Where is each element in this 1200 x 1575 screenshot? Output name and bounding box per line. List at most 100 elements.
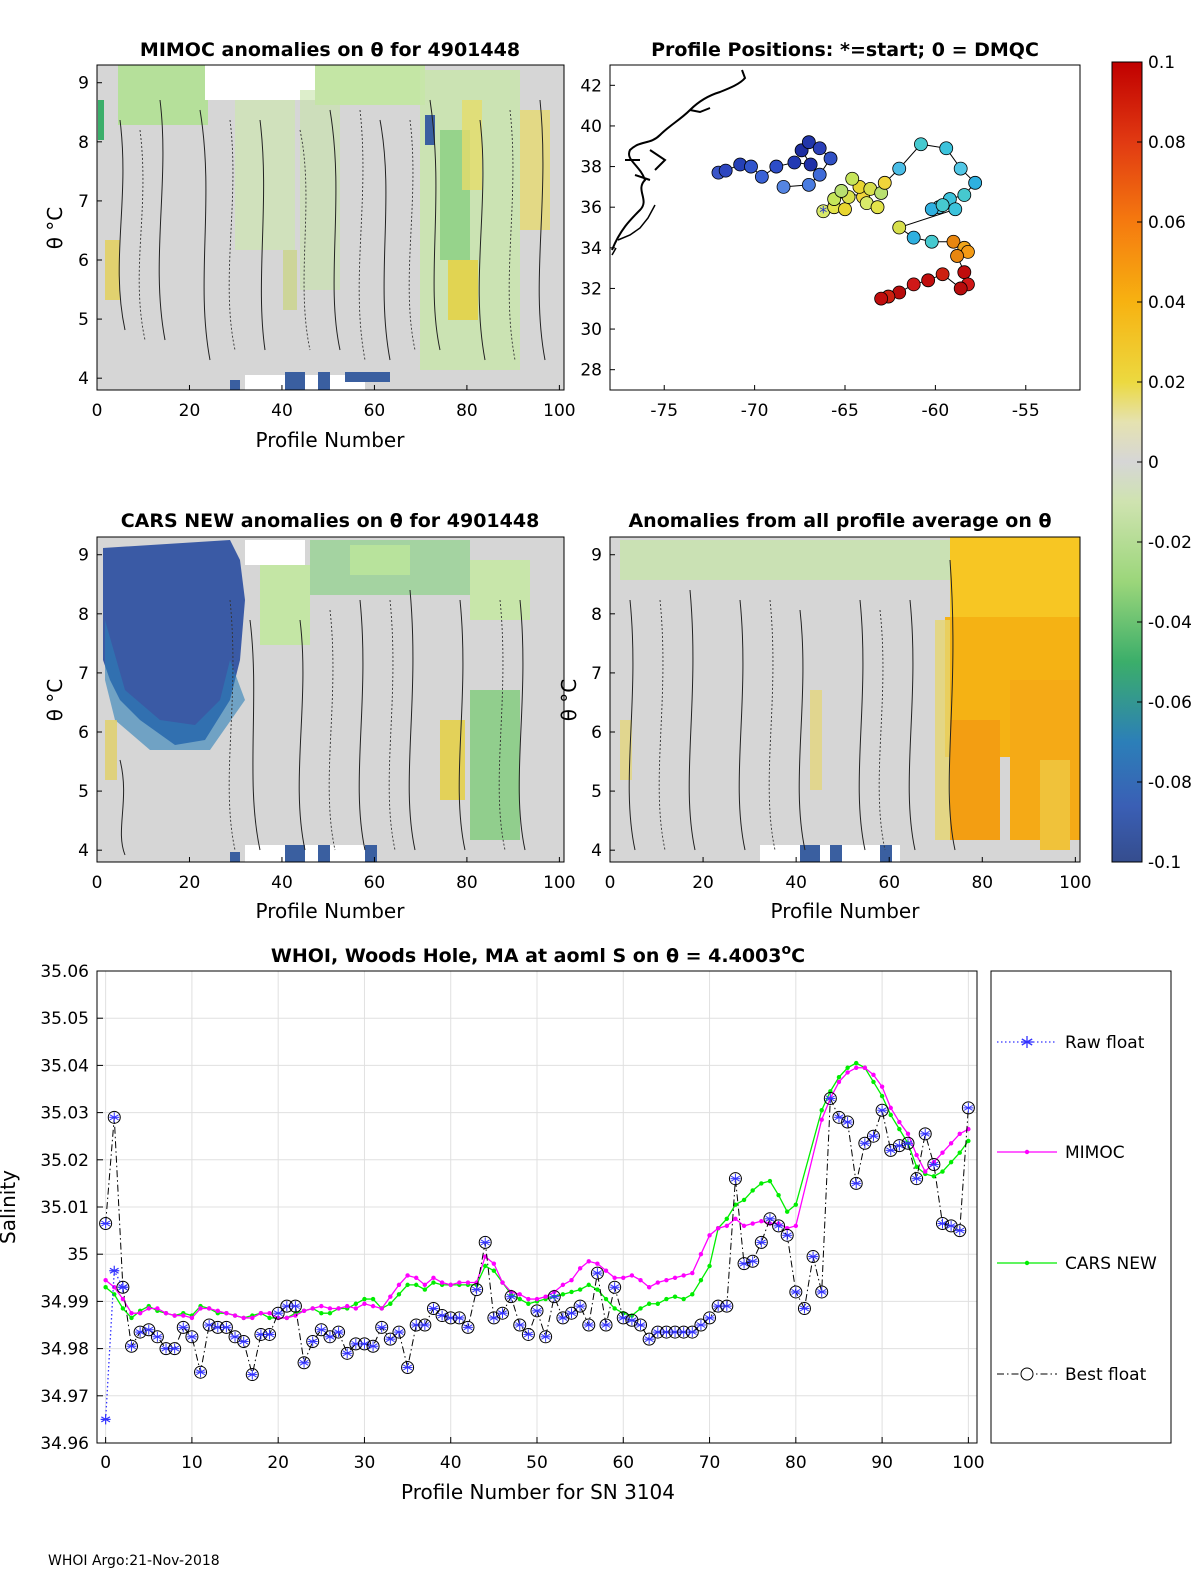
series-point [724,1223,730,1229]
profile-point [769,159,784,174]
best-float-point [297,1356,311,1370]
x-tick-label: 10 [181,1453,203,1473]
series-point [560,1282,566,1288]
best-float-point [228,1330,242,1344]
series-point [353,1301,359,1306]
raw-star-point [247,1369,258,1380]
x-tick-label: 20 [179,401,201,421]
x-tick-label: 80 [456,873,478,893]
cars-title: CARS NEW anomalies on θ for 4901448 [121,510,540,532]
best-float-point [185,1330,199,1344]
series-point [319,1311,324,1316]
series-raw-float [100,1265,128,1425]
best-float-point [168,1342,182,1356]
average-title: Anomalies from all profile average on θ [628,510,1051,532]
best-float-point [763,1212,777,1226]
series-point [612,1275,617,1281]
raw-star-point [859,1138,870,1149]
series-point [396,1292,402,1297]
best-float-point [495,1306,509,1320]
y-tick-label: 35 [67,1245,89,1265]
series-point [595,1261,600,1266]
legend-marker [1024,1260,1030,1266]
series-point [103,1285,108,1290]
best-float-point [608,1280,622,1294]
best-float-point [556,1311,570,1325]
y-tick-label: 7 [78,192,89,212]
series-point [560,1292,566,1297]
raw-star-point [911,1173,922,1184]
raw-star-point [264,1329,275,1340]
series-point [120,1296,126,1302]
series-point [638,1277,643,1283]
series-point [155,1306,160,1311]
x-tick-label: 60 [878,873,900,893]
y-tick-label: 28 [580,361,602,381]
y-tick-label: 38 [580,158,602,178]
raw-star-point [566,1308,577,1319]
raw-star-point [782,1230,793,1241]
series-point [638,1306,643,1311]
raw-star-point [833,1112,844,1123]
y-tick-label: 4 [78,369,89,389]
raw-star-point [100,1218,111,1229]
y-tick-label: 9 [78,546,89,566]
colorbar-tick-label: 0.06 [1148,213,1186,233]
series-point [517,1292,522,1297]
series-point [405,1282,410,1288]
y-tick-label: 34 [580,239,602,259]
raw-star-point [143,1324,154,1335]
positions-x-ticks: -75 -70 -65 -60 -55 [650,385,1040,421]
positions-title: Profile Positions: *=start; 0 = DMQC [651,39,1039,61]
best-float-point [772,1219,786,1233]
raw-star-point [816,1286,827,1297]
series-point [491,1268,497,1273]
best-float-point [375,1320,389,1334]
x-tick-label: 20 [267,1453,289,1473]
best-float-point [815,1285,829,1299]
salinity-panel: WHOI, Woods Hole, MA at aoml S on θ = 4.… [0,942,1172,1504]
series-point [715,1226,721,1231]
raw-star-point [842,1117,853,1128]
raw-star-point [902,1138,913,1149]
best-float-point [910,1172,924,1186]
x-tick-label: 0 [92,873,103,893]
profile-point [787,155,802,170]
series-point [215,1308,220,1314]
best-float-point [314,1323,328,1337]
best-float-point [194,1365,208,1379]
cars-x-ticks: 0 20 40 60 80 100 [92,857,576,893]
colorbar-tick-label: 0.08 [1148,133,1186,153]
mimoc-ylabel: θ °C [43,207,67,250]
series-point [439,1280,445,1285]
profile-point [935,267,950,282]
series-point [362,1296,367,1302]
mimoc-panel: MIMOC anomalies on θ for 4901448 [43,39,576,452]
x-tick-label: 40 [271,873,293,893]
raw-star-point [238,1336,249,1347]
x-tick-label: -75 [650,401,678,421]
series-point [655,1301,660,1306]
raw-star-point [808,1251,819,1262]
profile-point [776,179,791,194]
positions-marks: * [711,135,983,306]
legend-marker [1020,1367,1034,1381]
best-float-point [884,1143,898,1157]
profile-point [754,169,769,184]
series-point [103,1277,108,1283]
y-tick-label: 8 [78,605,89,625]
y-tick-label: 7 [78,664,89,684]
series-point [431,1280,436,1285]
y-tick-label: 6 [591,723,602,743]
series-point [957,1131,962,1137]
best-float-point [237,1335,251,1349]
best-float-point [340,1346,354,1360]
y-tick-label: 5 [78,782,89,802]
best-float-point [642,1332,656,1346]
best-float-point [357,1337,371,1351]
y-tick-label: 35.06 [40,962,89,982]
best-float-point [418,1318,432,1332]
series-point [284,1315,290,1321]
salinity-y-ticks: 35.06 35.05 35.04 35.03 35.02 35.01 35 34.99 34.… [40,962,103,1454]
profile-point [845,171,860,186]
